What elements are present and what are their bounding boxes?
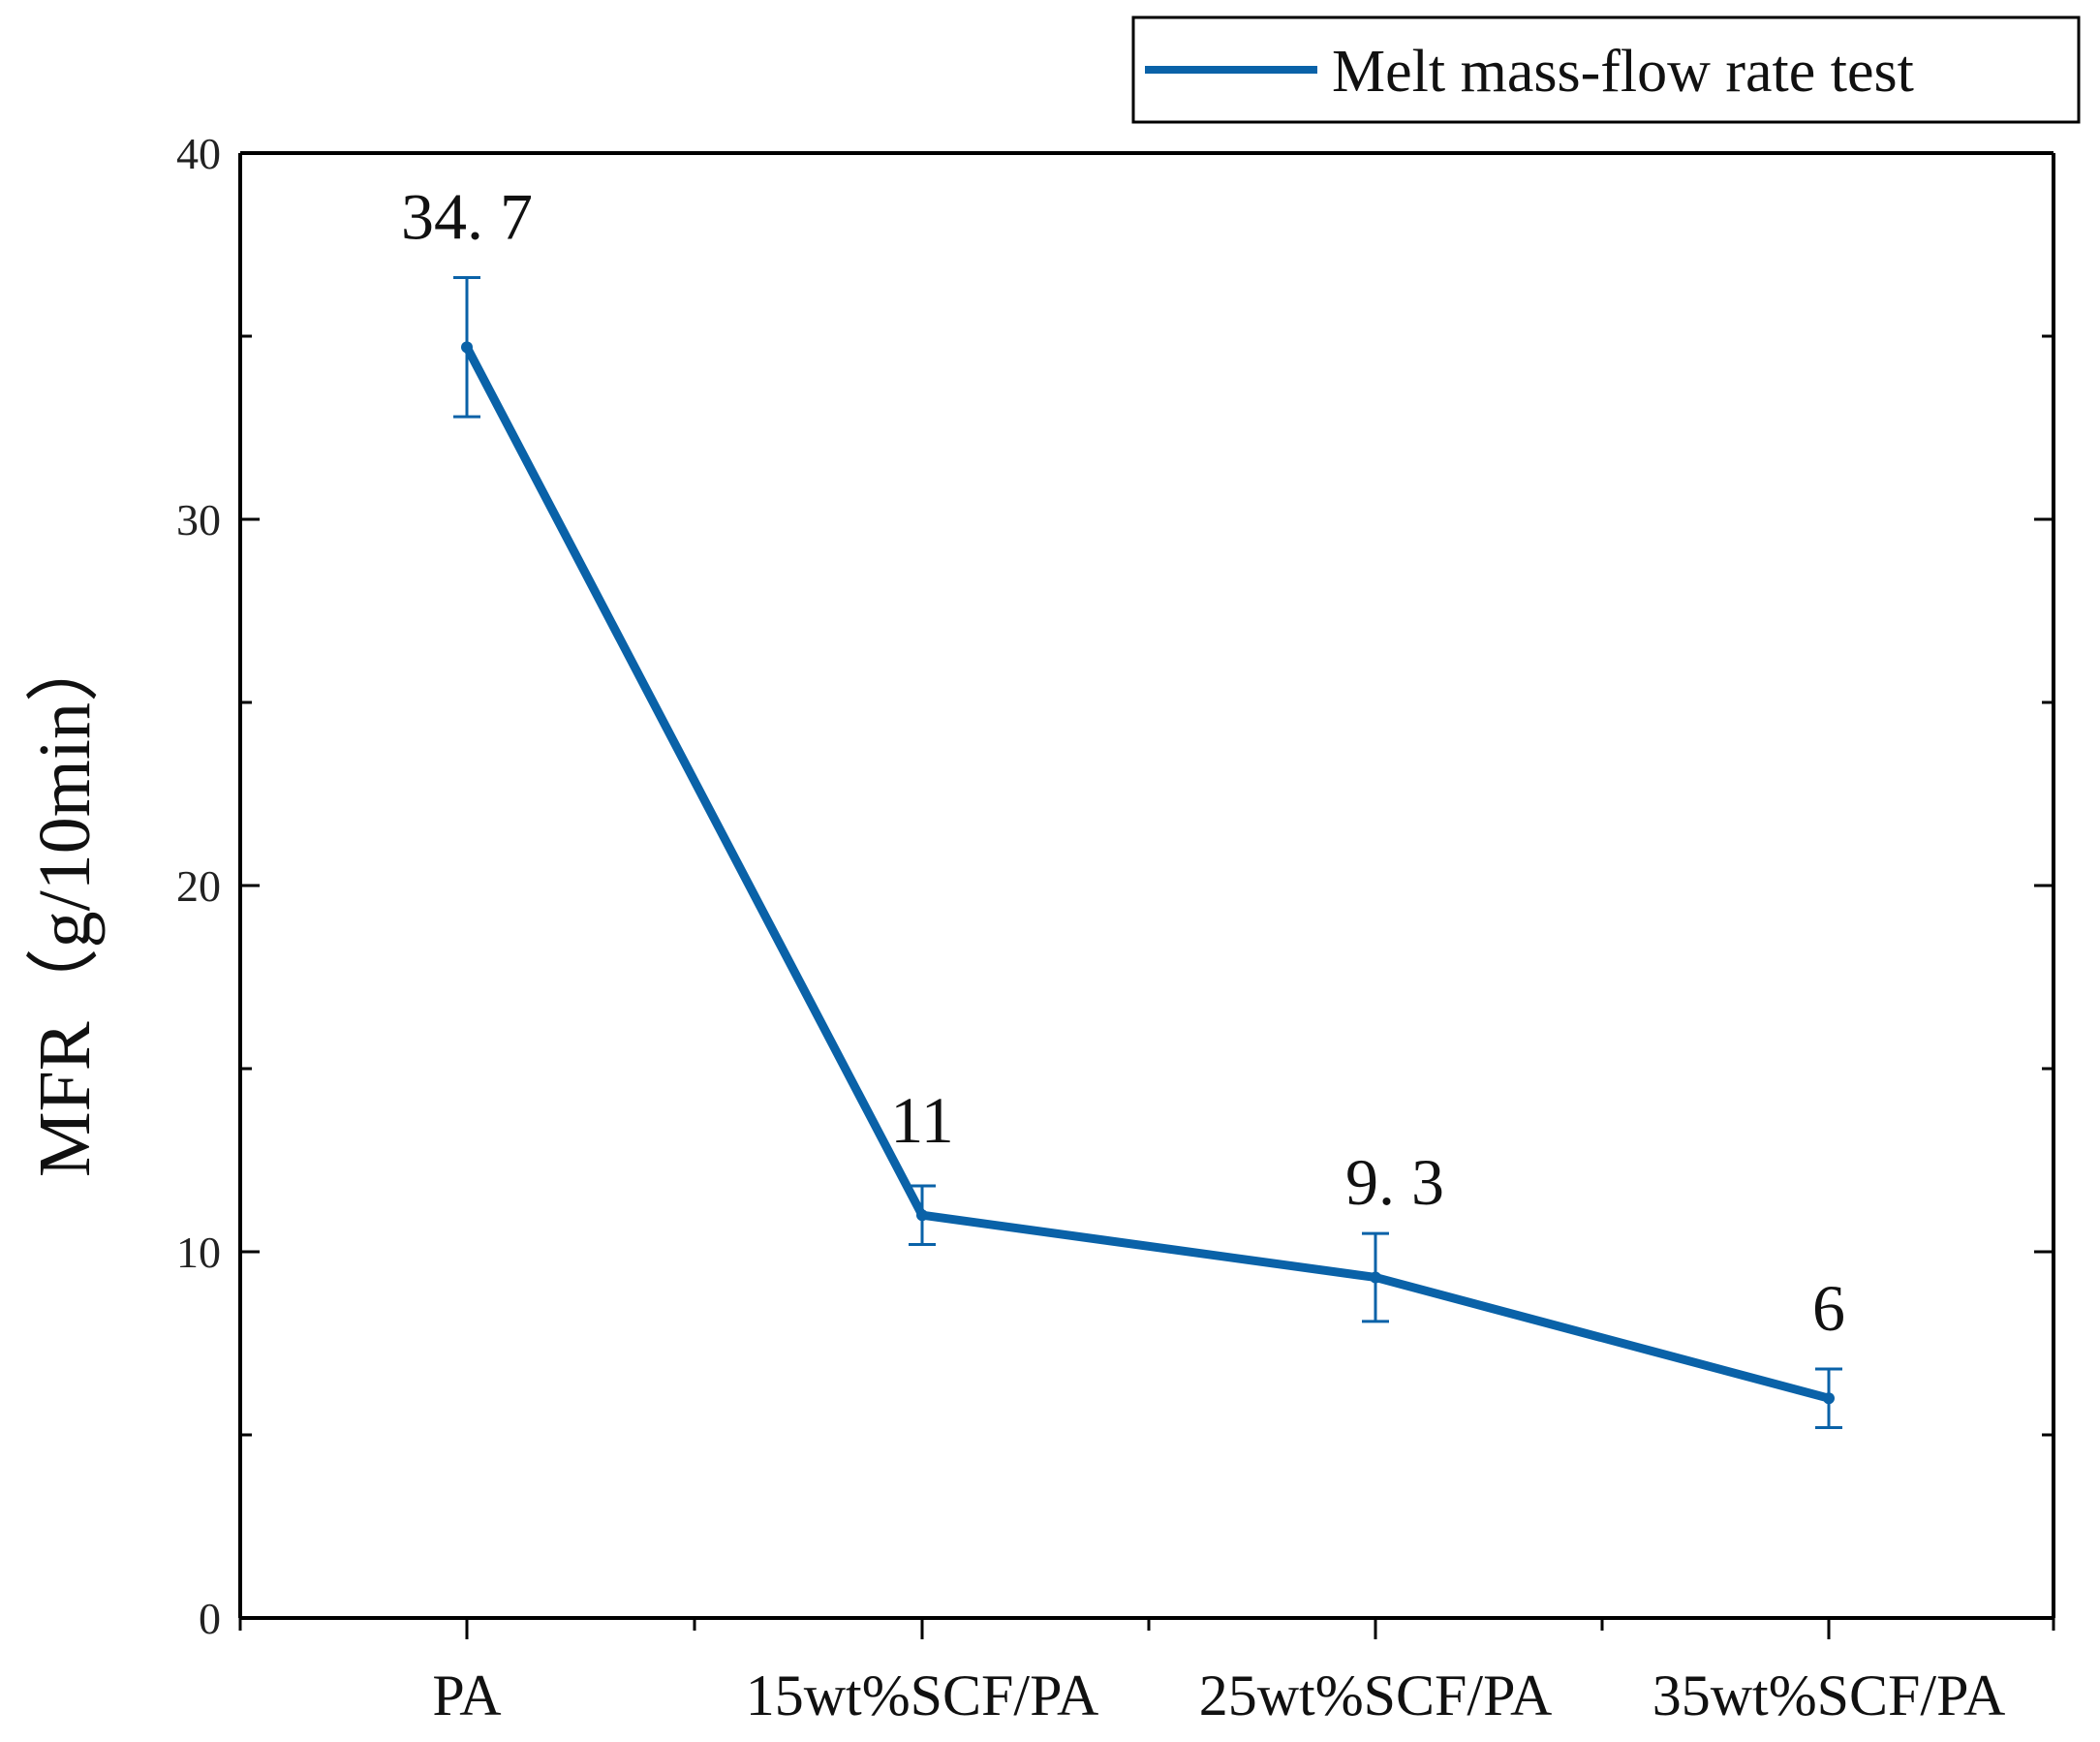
x-ticks: PA 15wt%SCF/PA 25wt%SCF/PA 35wt%SCF/PA [238, 1618, 2055, 1727]
data-point [1823, 1392, 1835, 1405]
y-tick-label: 30 [176, 495, 221, 544]
legend-label: Melt mass-flow rate test [1332, 39, 1914, 105]
series-line [462, 342, 1834, 1403]
x-tick-label: 35wt%SCF/PA [1652, 1664, 2006, 1727]
data-point [1370, 1271, 1381, 1284]
plot-frame [238, 151, 2055, 1620]
y-tick-label: 10 [176, 1228, 221, 1277]
x-tick-label: 15wt%SCF/PA [746, 1664, 1099, 1727]
x-tick-label: PA [432, 1664, 501, 1727]
y-tick-label: 40 [176, 129, 221, 178]
y-axis-label: MFR（g/10min） [24, 629, 106, 1177]
y-tick-label: 20 [176, 861, 221, 911]
y-tick-label: 0 [199, 1594, 221, 1643]
data-label: 9. 3 [1345, 1145, 1444, 1219]
data-point [461, 341, 473, 354]
data-label: 11 [890, 1083, 953, 1157]
data-label: 6 [1812, 1271, 1845, 1345]
legend: Melt mass-flow rate test [1131, 16, 2081, 124]
y-ticks: 0 10 20 30 40 [176, 129, 2054, 1643]
series-layer: 34. 7 11 9. 3 6 [401, 180, 1845, 1429]
data-label: 34. 7 [401, 180, 533, 254]
x-tick-label: 25wt%SCF/PA [1199, 1664, 1553, 1727]
data-point [916, 1209, 928, 1222]
